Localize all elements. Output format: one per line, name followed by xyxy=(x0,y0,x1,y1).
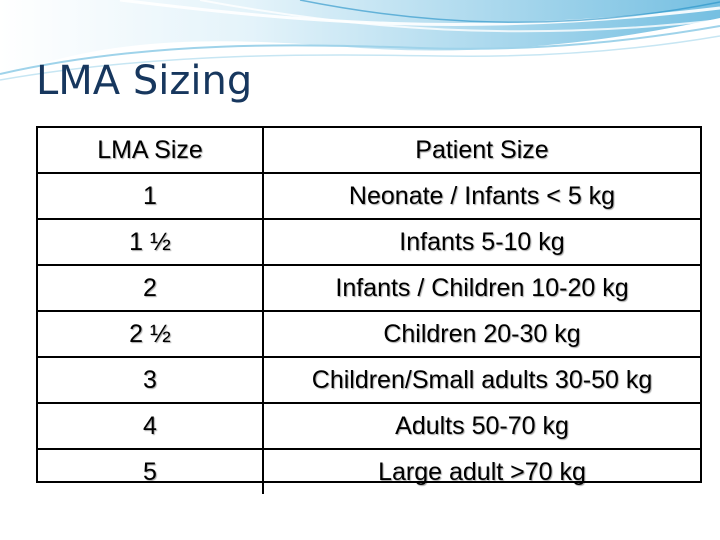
patient-size-cell: Children 20-30 kg xyxy=(263,311,700,358)
table-row: 2 Infants / Children 10-20 kg xyxy=(38,265,700,312)
lma-size-cell: 4 xyxy=(38,403,264,450)
header-patient-size: Patient Size xyxy=(263,128,700,174)
table-row: 1 Neonate / Infants < 5 kg xyxy=(38,173,700,220)
table-row: 1 ½ Infants 5-10 kg xyxy=(38,219,700,266)
lma-size-cell: 2 xyxy=(38,265,264,312)
sizing-table-grid: LMA Size Patient Size 1 Neonate / Infant… xyxy=(38,128,700,494)
lma-size-cell: 5 xyxy=(38,449,264,494)
table-row: 2 ½ Children 20-30 kg xyxy=(38,311,700,358)
lma-size-cell: 3 xyxy=(38,357,264,404)
table-row: 5 Large adult >70 kg xyxy=(38,449,700,494)
patient-size-cell: Neonate / Infants < 5 kg xyxy=(263,173,700,220)
slide-title: LMA Sizing xyxy=(36,58,253,104)
table-row: 3 Children/Small adults 30-50 kg xyxy=(38,357,700,404)
lma-sizing-table: LMA Size Patient Size 1 Neonate / Infant… xyxy=(36,126,702,494)
table-header-row: LMA Size Patient Size xyxy=(38,128,700,174)
header-lma-size: LMA Size xyxy=(38,128,264,174)
table-row: 4 Adults 50-70 kg xyxy=(38,403,700,450)
lma-size-cell: 1 ½ xyxy=(38,219,264,266)
patient-size-cell: Infants / Children 10-20 kg xyxy=(263,265,700,312)
patient-size-cell: Children/Small adults 30-50 kg xyxy=(263,357,700,404)
patient-size-cell: Large adult >70 kg xyxy=(378,457,586,486)
patient-size-cell: Adults 50-70 kg xyxy=(263,403,700,450)
header-wave-decoration xyxy=(0,0,720,81)
lma-size-cell: 1 xyxy=(38,173,264,220)
patient-size-cell: Infants 5-10 kg xyxy=(263,219,700,266)
lma-size-cell: 2 ½ xyxy=(38,311,264,358)
